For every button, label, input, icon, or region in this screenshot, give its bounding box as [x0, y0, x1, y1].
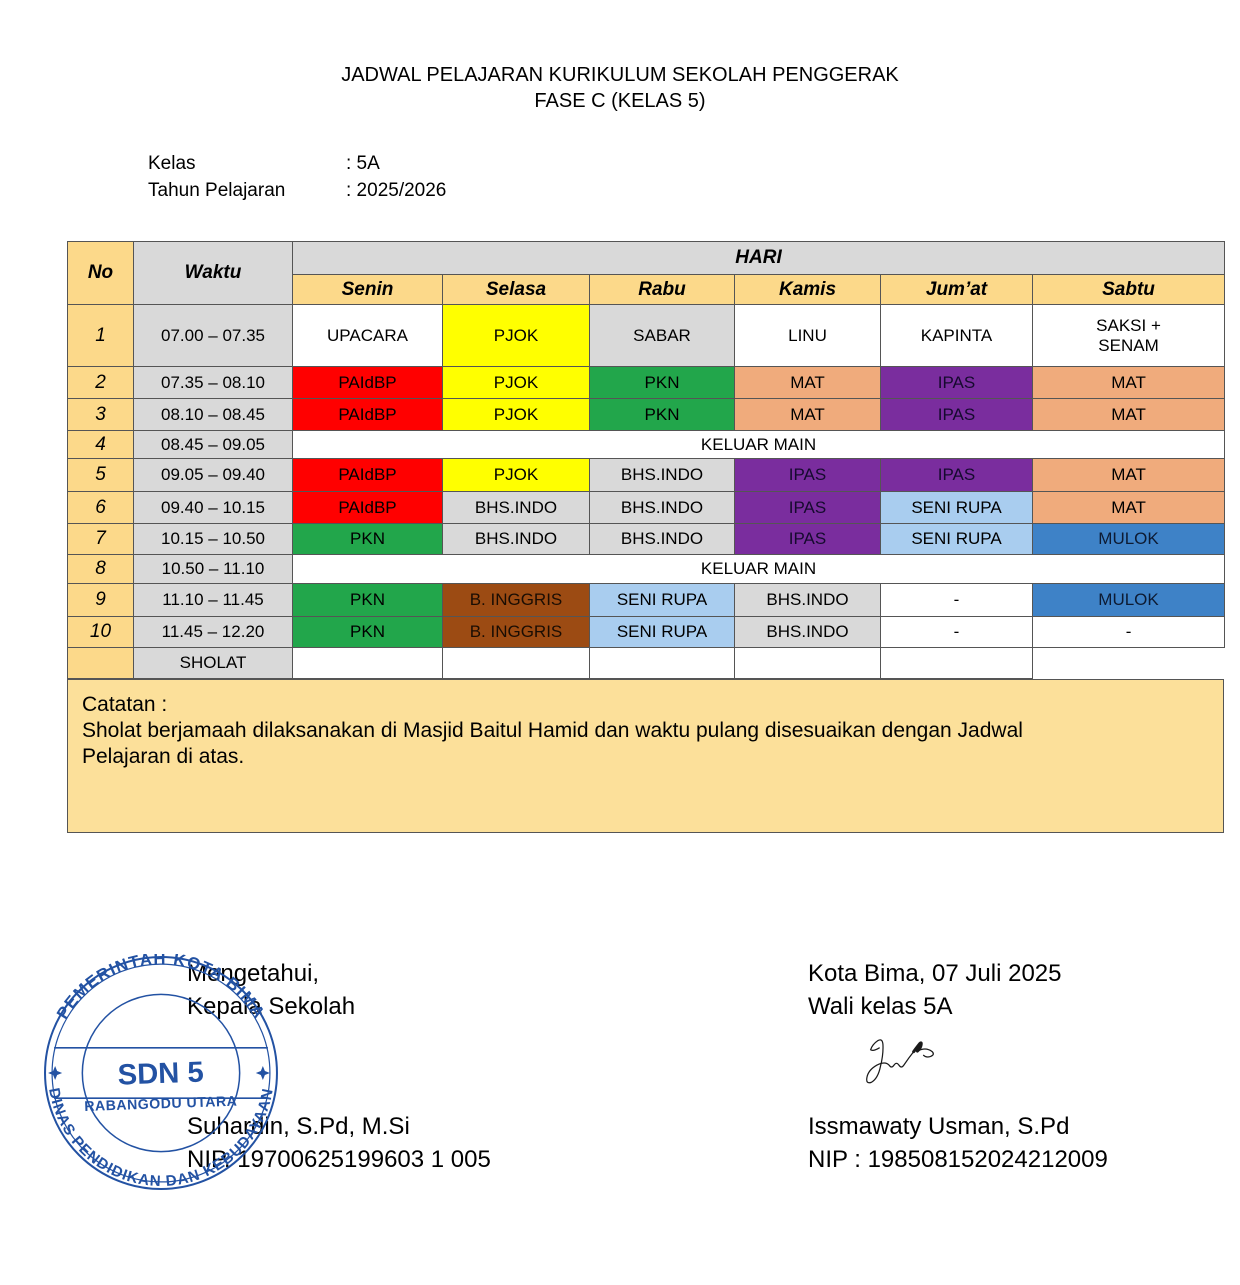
svg-text:PEMERINTAH KOTA BIMA: PEMERINTAH KOTA BIMA [53, 954, 269, 1022]
svg-text:SDN 5: SDN 5 [117, 1057, 204, 1092]
svg-text:RABANGODU UTARA: RABANGODU UTARA [84, 1093, 238, 1114]
